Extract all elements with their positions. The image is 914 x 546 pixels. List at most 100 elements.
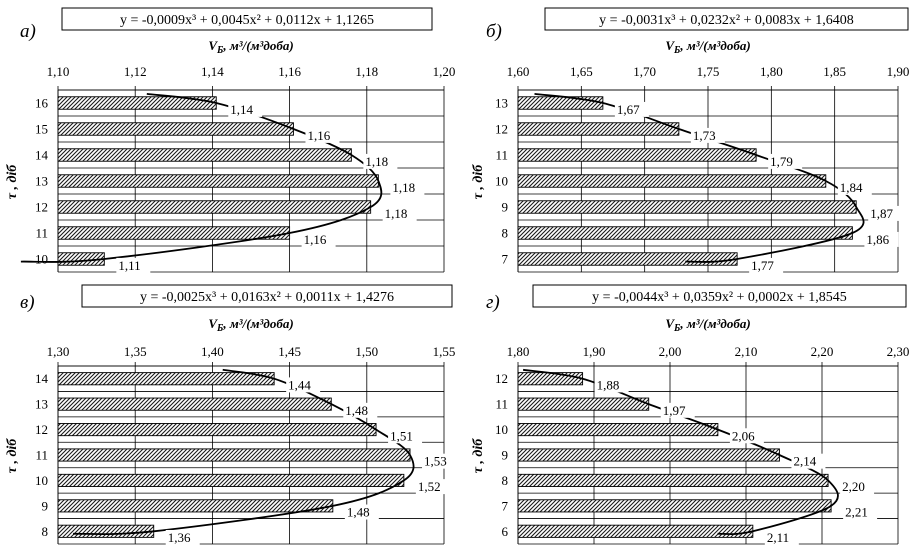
x-tick-label: 1,65 xyxy=(570,64,593,79)
data-label-bg xyxy=(382,205,417,221)
panel-letter: б) xyxy=(486,21,502,42)
bar xyxy=(517,524,754,538)
data-label: 1,18 xyxy=(385,206,408,221)
bar xyxy=(57,524,155,538)
data-label: 1,11 xyxy=(118,258,140,273)
bar xyxy=(57,148,352,162)
y-tick-label: 13 xyxy=(35,397,48,412)
data-label-bg xyxy=(660,402,695,418)
x-tick-label: 1,75 xyxy=(697,64,720,79)
trendline-equation: y = -0,0044x³ + 0,0359x² + 0,0002x + 1,8… xyxy=(592,290,847,305)
y-tick-label: 13 xyxy=(495,96,508,111)
data-label-bg xyxy=(690,127,725,143)
data-label: 1,44 xyxy=(288,377,311,392)
data-label-bg xyxy=(749,257,784,273)
x-tick-label: 1,90 xyxy=(583,344,606,359)
x-tick-label: 1,40 xyxy=(201,344,224,359)
x-tick-label: 1,20 xyxy=(433,64,456,79)
x-tick-label: 2,10 xyxy=(735,344,758,359)
data-label: 1,51 xyxy=(390,428,413,443)
y-axis-title: τ , діб xyxy=(5,438,20,474)
y-tick-label: 10 xyxy=(35,473,48,488)
data-label: 2,06 xyxy=(732,428,755,443)
data-label: 1,52 xyxy=(418,479,441,494)
y-tick-label: 8 xyxy=(42,524,49,539)
data-label-bg xyxy=(422,453,457,469)
y-tick-label: 10 xyxy=(35,252,48,267)
panel-letter: в) xyxy=(20,292,35,313)
x-tick-label: 1,85 xyxy=(823,64,846,79)
y-tick-label: 12 xyxy=(35,200,48,215)
x-tick-label: 2,20 xyxy=(811,344,834,359)
y-tick-label: 6 xyxy=(502,524,509,539)
data-label: 1,87 xyxy=(870,206,893,221)
data-label-bg xyxy=(415,479,450,495)
x-tick-label: 1,14 xyxy=(201,64,224,79)
bar xyxy=(517,372,584,386)
data-label-bg xyxy=(388,428,423,444)
data-label: 1,73 xyxy=(693,128,716,143)
x-tick-label: 1,70 xyxy=(633,64,656,79)
bar xyxy=(57,423,377,437)
data-label: 1,14 xyxy=(230,102,253,117)
data-label: 2,11 xyxy=(767,530,789,545)
equation-box xyxy=(61,7,433,31)
data-label: 1,48 xyxy=(347,505,370,520)
data-label-bg xyxy=(843,504,878,520)
data-label-bg xyxy=(837,179,872,195)
y-tick-label: 9 xyxy=(502,448,509,463)
data-label-bg xyxy=(768,153,803,169)
data-label-bg xyxy=(764,529,799,545)
x-tick-label: 1,90 xyxy=(887,64,910,79)
bar xyxy=(517,448,780,462)
y-tick-label: 16 xyxy=(35,96,49,111)
data-label-bg xyxy=(305,127,340,143)
data-label-bg xyxy=(840,479,875,495)
data-label: 2,21 xyxy=(845,505,868,520)
bar xyxy=(517,148,757,162)
y-tick-label: 8 xyxy=(502,473,509,488)
bar xyxy=(57,226,291,240)
y-tick-label: 11 xyxy=(35,448,48,463)
data-label: 1,36 xyxy=(168,530,191,545)
data-label-bg xyxy=(363,153,398,169)
data-label-bg xyxy=(791,453,826,469)
x-tick-label: 1,35 xyxy=(124,344,147,359)
data-label-bg xyxy=(301,231,336,247)
data-label: 1,48 xyxy=(345,403,368,418)
equation-box xyxy=(544,7,909,31)
bar xyxy=(517,423,719,437)
y-tick-label: 10 xyxy=(495,174,508,189)
x-tick-label: 1,10 xyxy=(47,64,70,79)
y-tick-label: 14 xyxy=(35,371,49,386)
y-axis-title: τ , діб xyxy=(471,164,486,200)
y-tick-label: 11 xyxy=(495,397,508,412)
x-tick-label: 1,12 xyxy=(124,64,147,79)
equation-box xyxy=(532,284,907,308)
data-label: 2,14 xyxy=(793,454,816,469)
y-tick-label: 13 xyxy=(35,174,48,189)
y-tick-label: 9 xyxy=(42,498,49,513)
x-axis-title: VБ, м³/(м³доба) xyxy=(665,316,750,334)
x-tick-label: 1,16 xyxy=(278,64,301,79)
chart-panel: в) y = -0,0025x³ + 0,0163x² + 0,0011x + 1… xyxy=(5,284,457,545)
y-tick-label: 11 xyxy=(35,226,48,241)
bar xyxy=(517,96,604,110)
data-label: 1,16 xyxy=(307,128,330,143)
data-label: 1,18 xyxy=(392,180,415,195)
panel-letter: а) xyxy=(20,21,36,42)
equation-box xyxy=(81,284,453,308)
data-label-bg xyxy=(228,101,263,117)
x-tick-label: 1,45 xyxy=(278,344,301,359)
trendline-equation: y = -0,0025x³ + 0,0163x² + 0,0011x + 1,4… xyxy=(140,290,394,305)
bar xyxy=(57,397,332,411)
y-tick-label: 8 xyxy=(502,226,509,241)
data-label-bg xyxy=(344,504,379,520)
data-label: 1,16 xyxy=(304,232,327,247)
y-tick-label: 12 xyxy=(495,122,508,137)
y-tick-label: 11 xyxy=(495,148,508,163)
x-tick-label: 1,50 xyxy=(355,344,378,359)
y-tick-label: 15 xyxy=(35,122,48,137)
y-axis-title: τ , діб xyxy=(471,438,486,474)
